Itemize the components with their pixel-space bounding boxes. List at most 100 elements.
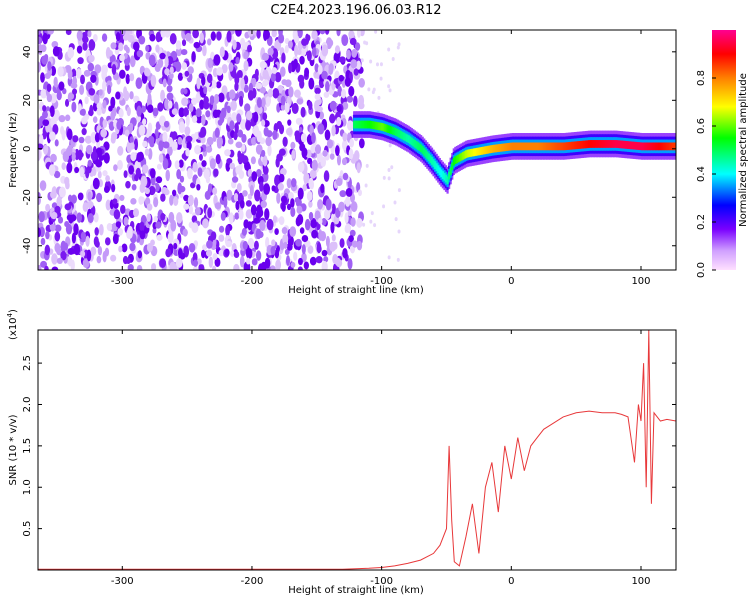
noise-speck xyxy=(192,259,199,267)
noise-speck xyxy=(396,45,400,50)
noise-speck xyxy=(202,218,209,229)
noise-speck xyxy=(229,212,234,222)
noise-speck xyxy=(162,157,169,170)
ridge-cell xyxy=(434,161,437,169)
noise-speck xyxy=(257,105,263,115)
noise-speck xyxy=(74,166,80,174)
noise-speck xyxy=(281,202,286,212)
noise-speck xyxy=(304,67,310,77)
noise-speck xyxy=(157,102,164,112)
noise-speck xyxy=(183,203,190,210)
noise-speck xyxy=(379,76,383,81)
noise-speck xyxy=(237,129,244,138)
noise-speck xyxy=(159,258,167,268)
ridge-cell xyxy=(432,159,435,167)
noise-speck xyxy=(314,144,322,155)
ridge-cell xyxy=(420,144,423,153)
noise-speck xyxy=(315,105,323,113)
noise-speck xyxy=(296,118,303,125)
noise-speck xyxy=(177,248,183,258)
noise-speck xyxy=(228,89,236,100)
noise-speck xyxy=(169,194,174,206)
noise-speck xyxy=(65,223,73,235)
noise-speck xyxy=(147,92,152,104)
noise-speck xyxy=(56,196,62,208)
noise-speck xyxy=(293,89,301,98)
noise-speck xyxy=(82,202,89,212)
noise-speck xyxy=(178,107,185,118)
ridge-cell xyxy=(407,135,410,143)
ridge-cell xyxy=(524,142,527,151)
ridge-cell xyxy=(413,139,416,148)
noise-speck xyxy=(331,124,336,137)
noise-speck xyxy=(64,242,69,251)
ridge-cell xyxy=(546,142,549,151)
noise-speck xyxy=(337,85,343,97)
noise-speck xyxy=(286,203,292,211)
noise-speck xyxy=(336,105,342,113)
noise-speck xyxy=(38,149,41,162)
noise-speck xyxy=(69,214,77,222)
noise-speck xyxy=(96,255,102,264)
noise-speck xyxy=(168,100,173,109)
noise-speck xyxy=(72,76,77,87)
ridge-cell xyxy=(634,141,637,150)
noise-speck xyxy=(291,150,296,160)
noise-speck xyxy=(356,162,361,174)
noise-speck xyxy=(344,212,349,224)
ridge-cell xyxy=(564,142,567,151)
noise-speck xyxy=(54,205,61,215)
ridge-cell xyxy=(455,155,459,164)
spectrogram-signal-ridge xyxy=(353,111,676,194)
noise-speck xyxy=(206,249,213,257)
noise-speck xyxy=(148,54,156,67)
noise-speck xyxy=(57,216,64,224)
noise-speck xyxy=(113,164,118,172)
ridge-cell xyxy=(558,142,561,151)
noise-speck xyxy=(103,185,110,194)
ridge-cell xyxy=(479,147,482,156)
ridge-cell xyxy=(387,125,390,133)
noise-speck xyxy=(265,96,272,106)
noise-speck xyxy=(278,30,283,37)
noise-speck xyxy=(104,237,111,246)
noise-speck xyxy=(93,94,100,104)
noise-speck xyxy=(162,78,167,88)
noise-speck xyxy=(241,227,248,236)
noise-speck xyxy=(216,31,222,41)
ridge-cell xyxy=(650,142,653,151)
noise-speck xyxy=(213,168,219,177)
noise-speck xyxy=(274,248,280,259)
noise-speck xyxy=(88,54,95,63)
ridge-cell xyxy=(538,142,541,151)
ridge-cell xyxy=(469,149,473,157)
ridge-cell xyxy=(365,120,368,129)
noise-speck xyxy=(109,54,116,64)
noise-speck xyxy=(216,67,223,76)
noise-speck xyxy=(54,139,59,147)
noise-speck xyxy=(56,90,62,101)
noise-speck xyxy=(301,244,306,255)
noise-speck xyxy=(158,153,164,163)
noise-speck xyxy=(365,163,369,168)
noise-speck xyxy=(215,153,221,165)
noise-speck xyxy=(261,52,269,61)
noise-speck xyxy=(149,168,156,179)
noise-speck xyxy=(277,33,285,44)
noise-speck xyxy=(306,190,313,202)
noise-speck xyxy=(67,47,75,59)
ridge-cell xyxy=(452,157,455,166)
noise-speck xyxy=(212,265,217,270)
noise-speck xyxy=(129,142,135,150)
noise-speck xyxy=(269,265,276,270)
noise-speck xyxy=(281,227,288,235)
noise-speck xyxy=(176,168,182,180)
noise-speck xyxy=(264,257,271,269)
ridge-cell xyxy=(482,146,485,155)
ridge-cell xyxy=(595,140,599,148)
noise-speck xyxy=(95,159,103,168)
noise-speck xyxy=(83,69,91,77)
noise-speck xyxy=(41,55,48,65)
ridge-cell xyxy=(385,124,388,133)
noise-speck xyxy=(243,51,249,60)
